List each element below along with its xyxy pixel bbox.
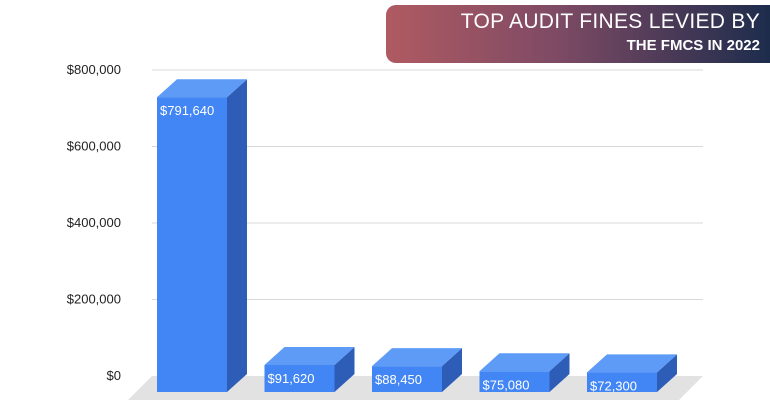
bar-side-face (227, 79, 247, 393)
data-labels: $791,640 $91,620 $88,450 $75,080 $72,300 (160, 103, 637, 393)
bar-top-face (587, 354, 677, 373)
data-label: $88,450 (375, 372, 422, 387)
y-tick-label: $600,000 (67, 139, 121, 154)
data-label: $91,620 (268, 371, 315, 386)
bar (587, 354, 677, 392)
y-tick-label: $200,000 (67, 292, 121, 307)
bar-side-face (334, 346, 355, 392)
data-label: $791,640 (160, 103, 214, 118)
bars (157, 79, 677, 393)
bar-top-face (372, 348, 462, 367)
chart-subtitle: THE FMCS IN 2022 (626, 37, 760, 54)
chart-title: TOP AUDIT FINES LEVIED BY (460, 10, 760, 33)
bar-top-face (264, 346, 355, 365)
bar (157, 79, 247, 393)
y-tick-label: $400,000 (67, 215, 121, 230)
data-label: $75,080 (483, 377, 530, 392)
bar-front-face (587, 372, 657, 392)
data-label: $72,300 (590, 378, 637, 393)
title-banner: TOP AUDIT FINES LEVIED BY THE FMCS IN 20… (386, 5, 770, 63)
bar-front-face (479, 371, 550, 392)
bar-side-face (657, 354, 677, 392)
bar-front-face (264, 364, 335, 392)
bar (479, 353, 570, 392)
y-tick-label: $800,000 (67, 62, 121, 77)
y-axis-ticks: $0 $200,000 $400,000 $600,000 $800,000 (67, 62, 121, 383)
bar-front-face (157, 97, 227, 393)
bar-side-face (442, 348, 462, 392)
bar-front-face (372, 366, 442, 392)
bar (372, 348, 462, 392)
bar-side-face (549, 353, 570, 392)
bar (264, 346, 355, 392)
bar-top-face (157, 79, 247, 98)
bar-top-face (479, 353, 570, 372)
y-tick-label: $0 (107, 368, 121, 383)
